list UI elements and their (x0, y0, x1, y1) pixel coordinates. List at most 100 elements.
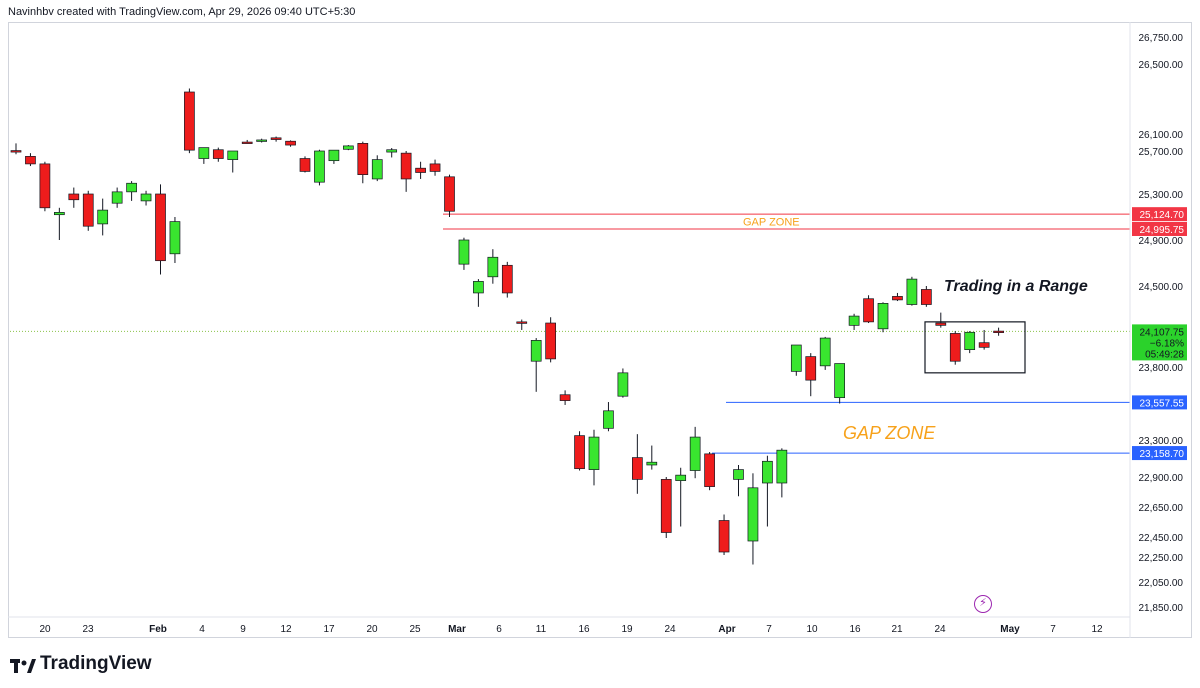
time-tick-label: 10 (806, 624, 818, 635)
price-tick-label: 26,100.00 (1139, 130, 1184, 141)
time-tick-label: 4 (199, 624, 205, 635)
time-tick-label: 11 (536, 624, 547, 635)
price-tick-label: 26,750.00 (1139, 33, 1184, 44)
price-label-text: 23,158.70 (1140, 449, 1185, 460)
candle-body (212, 149, 224, 159)
time-axis: 20 23 Feb 4 9 12 17 20 25 Mar 6 11 16 19 24 Apr 7 10 16 21 2… (8, 616, 1130, 635)
price-tick-label: 26,500.00 (1139, 60, 1184, 71)
candle-body (343, 145, 354, 150)
candle-body (603, 410, 614, 429)
candle-body (834, 363, 846, 399)
time-tick-label: 12 (1091, 624, 1103, 635)
footer-brand: TradingView (40, 653, 152, 674)
candle-body (964, 331, 976, 350)
candle-body (285, 140, 296, 146)
annotations: GAP ZONE GAP ZONE Trading in a Range (743, 217, 1088, 444)
candle-body (357, 143, 369, 176)
candle-body (82, 193, 94, 227)
time-tick-label: 20 (366, 624, 378, 635)
candle-body (704, 453, 715, 487)
gap-zone-label-top: GAP ZONE (743, 217, 800, 229)
candle-body (920, 289, 932, 305)
price-label-bg (1132, 221, 1187, 236)
time-tick-label: Feb (149, 624, 167, 635)
price-axis: 26,750.00 26,500.00 26,100.00 25,700.00 25,3… (1129, 22, 1187, 638)
price-tick-label: 23,800.00 (1139, 363, 1184, 374)
time-tick-label: 9 (240, 624, 246, 635)
price-tick-label: 25,700.00 (1139, 147, 1184, 158)
time-tick-label: 25 (409, 624, 421, 635)
candle-body (270, 137, 282, 140)
candle-body (646, 461, 658, 466)
candle-body (400, 152, 412, 180)
candles (10, 88, 1004, 565)
time-tick-label: 24 (664, 624, 676, 635)
candle-body (718, 520, 730, 553)
candle-body (747, 487, 759, 542)
price-tick-label: 22,450.00 (1139, 533, 1184, 544)
tradingview-mark-icon (10, 657, 36, 673)
candle-body (790, 344, 802, 372)
last-price-text: 24,107.75 (1140, 327, 1185, 338)
candle-body (314, 150, 325, 183)
price-tick-label: 22,650.00 (1139, 503, 1184, 514)
candle-body (805, 356, 817, 381)
candle-body (97, 209, 109, 225)
candle-body (733, 469, 744, 480)
candle-body (68, 193, 80, 201)
price-line-label: 23,557.55 (1132, 395, 1187, 410)
candle-body (169, 221, 181, 255)
lightning-icon[interactable]: ⚡ (974, 595, 992, 613)
candle-body (487, 256, 499, 278)
time-tick-label: May (1000, 624, 1020, 635)
time-tick-label: Mar (448, 624, 466, 635)
price-line-label: 23,158.70 (1132, 446, 1187, 461)
time-tick-label: 7 (766, 624, 772, 635)
last-price-text: 05:49:28 (1145, 349, 1184, 360)
candle-body (559, 394, 571, 401)
time-tick-label: 6 (496, 624, 502, 635)
candle-body (545, 322, 557, 360)
candle-body (993, 330, 1004, 333)
candle-body (935, 322, 947, 326)
time-tick-label: Apr (718, 624, 735, 635)
candle-body (588, 436, 600, 470)
price-line-label: 25,124.70 (1132, 207, 1187, 222)
candle-body (501, 264, 513, 294)
chart-caption: Navinhbv created with TradingView.com, A… (8, 6, 356, 18)
price-tick-label: 25,300.00 (1139, 190, 1184, 201)
candle-body (906, 278, 918, 305)
time-tick-label: 12 (280, 624, 292, 635)
candle-body (675, 474, 687, 481)
price-tick-label: 22,250.00 (1139, 553, 1184, 564)
price-tick-label: 22,900.00 (1139, 473, 1184, 484)
price-line-label: 24,995.75 (1132, 221, 1187, 236)
time-tick-label: 19 (621, 624, 633, 635)
candle-body (53, 212, 65, 216)
candle-body (631, 457, 643, 480)
price-label-bg (1132, 395, 1187, 410)
candle-body (241, 141, 253, 144)
candle-body (415, 167, 426, 173)
gap-zone-label-bottom: GAP ZONE (843, 423, 936, 443)
candle-body (776, 449, 788, 484)
candle-body (227, 150, 239, 160)
candle-body (25, 156, 36, 165)
candle-body (689, 436, 701, 471)
candle-body (877, 303, 889, 330)
candle-body (328, 149, 340, 162)
time-tick-label: 16 (849, 624, 861, 635)
candle-body (10, 150, 22, 153)
time-tick-label: 20 (39, 624, 51, 635)
tradingview-logo[interactable]: TradingView (10, 653, 152, 675)
time-tick-label: 21 (891, 624, 903, 635)
time-tick-label: 23 (82, 624, 94, 635)
time-tick-label: 24 (934, 624, 946, 635)
candle-body (386, 149, 398, 153)
candle-body (892, 296, 903, 301)
chart-frame (8, 22, 1192, 638)
time-tick-label: 16 (578, 624, 590, 635)
candle-body (184, 91, 195, 151)
candle-body (256, 139, 267, 142)
